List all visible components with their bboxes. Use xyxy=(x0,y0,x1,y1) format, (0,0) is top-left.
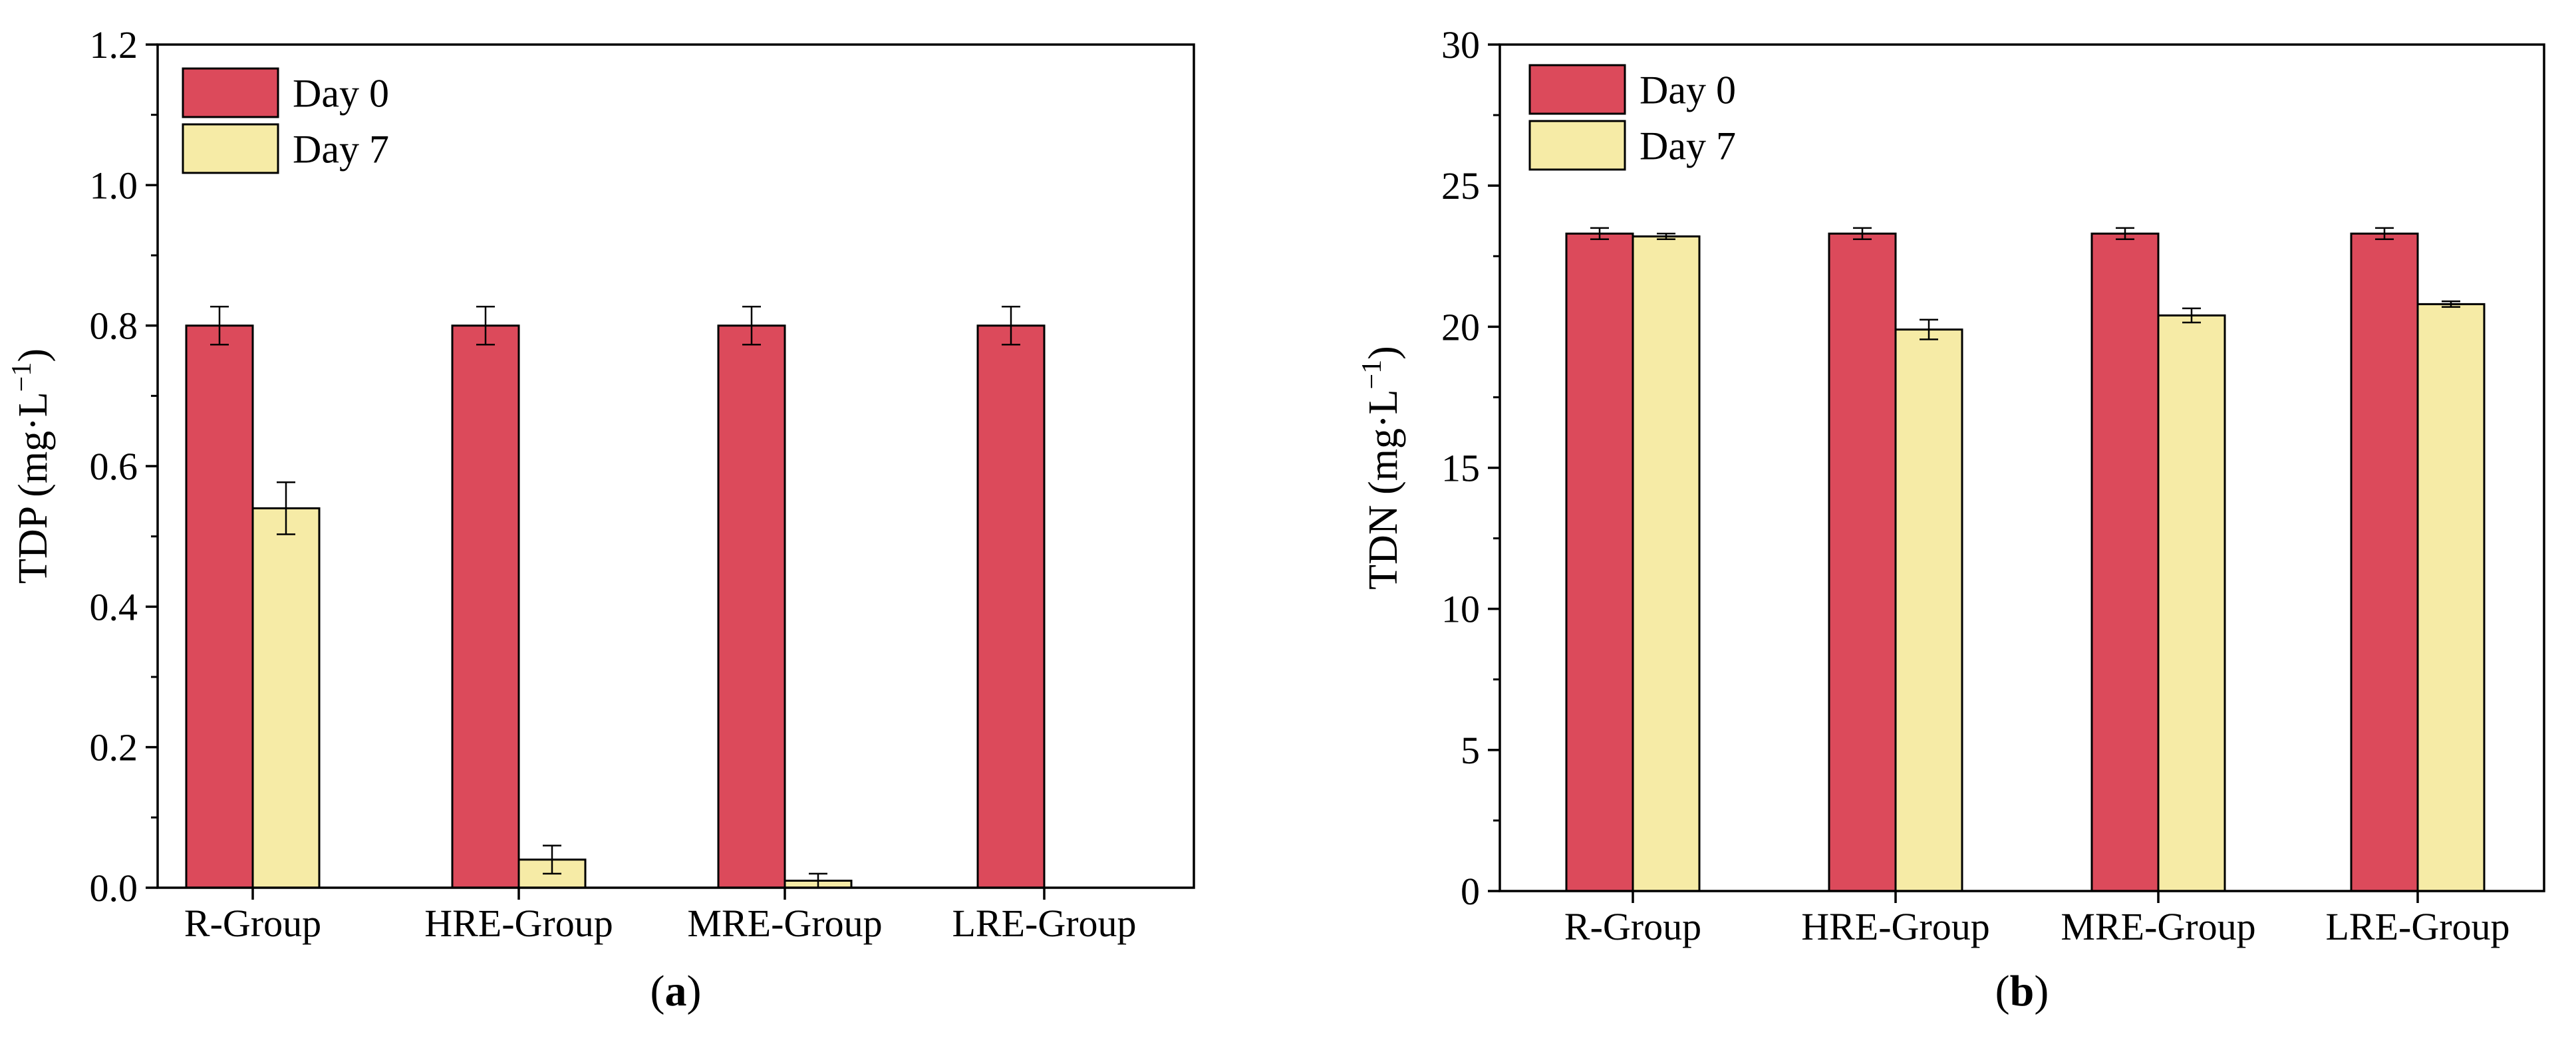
error-bar-day-7-lre-group xyxy=(2442,300,2460,308)
y-tick-label: 0.4 xyxy=(90,585,138,628)
y-tick-label: 10 xyxy=(1441,588,1480,631)
error-bar-day-0-hre-group xyxy=(1853,227,1872,241)
y-tick-label: 0.8 xyxy=(90,305,138,348)
y-tick-label: 30 xyxy=(1441,23,1480,66)
x-tick-label-lre-group: LRE-Group xyxy=(2325,905,2509,948)
y-tick-label: 0.6 xyxy=(90,445,138,488)
bar-day-7-hre-group xyxy=(1894,328,1963,892)
y-tick-label: 0.2 xyxy=(90,726,138,769)
chart-panel-b: 0 5 10 15 20 25 30 R-Group HRE-Group MRE-Group LRE… xyxy=(1357,23,2545,1015)
y-tick-label: 1.0 xyxy=(90,164,138,207)
error-bar-day-7-r-group xyxy=(1657,233,1675,241)
error-bar-day-0-hre-group xyxy=(476,305,495,346)
error-bar-day-7-r-group xyxy=(277,481,295,535)
bar-day-7-r-group xyxy=(251,507,321,889)
x-tick-label-hre-group: HRE-Group xyxy=(424,902,613,945)
y-axis-label: TDN (mg·L−1) xyxy=(1357,346,1406,590)
error-bar-day-0-r-group xyxy=(210,305,229,346)
y-tick-label: 25 xyxy=(1441,164,1480,207)
chart-panel-a: 0.0 0.2 0.4 0.6 0.8 1.0 1.2 R-Group HRE-Group MRE… xyxy=(7,23,1195,1015)
legend-swatch-day-0 xyxy=(1528,64,1626,115)
y-tick-label: 20 xyxy=(1441,305,1480,348)
error-bar-day-0-lre-group xyxy=(2375,227,2394,241)
y-tick-label: 1.2 xyxy=(90,23,138,66)
x-tick-label-hre-group: HRE-Group xyxy=(1801,905,1990,948)
error-bar-day-0-mre-group xyxy=(2116,227,2134,241)
bar-day-0-mre-group xyxy=(717,324,786,889)
bar-day-0-hre-group xyxy=(1828,232,1897,892)
bar-day-7-r-group xyxy=(1632,235,1701,892)
legend-label-day-0: Day 0 xyxy=(1640,68,1736,112)
bar-day-0-lre-group xyxy=(2350,232,2419,892)
bar-day-0-hre-group xyxy=(451,324,520,889)
error-bar-day-7-hre-group xyxy=(543,844,561,875)
legend-swatch-day-7 xyxy=(1528,120,1626,171)
x-tick-label-r-group: R-Group xyxy=(184,902,321,945)
y-tick-label: 0 xyxy=(1461,870,1480,913)
x-tick-label-r-group: R-Group xyxy=(1564,905,1701,948)
legend: Day 0 Day 7 xyxy=(182,67,389,174)
error-bar-day-0-r-group xyxy=(1590,227,1609,241)
y-axis-label: TDP (mg·L−1) xyxy=(7,348,56,584)
legend-label-day-7: Day 7 xyxy=(1640,124,1736,168)
legend-label-day-7: Day 7 xyxy=(293,128,389,172)
bar-day-7-lre-group xyxy=(2416,303,2486,892)
y-tick-label: 5 xyxy=(1461,729,1480,772)
y-tick-label: 15 xyxy=(1441,447,1480,490)
legend-label-day-0: Day 0 xyxy=(293,72,389,116)
error-bar-day-0-mre-group xyxy=(742,305,761,346)
bar-day-0-mre-group xyxy=(2090,232,2160,892)
legend: Day 0 Day 7 xyxy=(1528,64,1736,171)
error-bar-day-7-mre-group xyxy=(2182,307,2201,324)
legend-swatch-day-0 xyxy=(182,67,279,118)
bar-day-7-mre-group xyxy=(2157,314,2226,892)
error-bar-day-0-lre-group xyxy=(1002,305,1020,346)
x-tick-label-lre-group: LRE-Group xyxy=(952,902,1136,945)
legend-swatch-day-7 xyxy=(182,123,279,174)
x-tick-label-mre-group: MRE-Group xyxy=(687,902,882,945)
y-tick-label: 0.0 xyxy=(90,866,138,910)
error-bar-day-7-hre-group xyxy=(1920,319,1938,340)
bar-day-0-lre-group xyxy=(976,324,1046,889)
panel-label: (b) xyxy=(1995,967,2049,1015)
x-tick-label-mre-group: MRE-Group xyxy=(2061,905,2255,948)
bar-day-0-r-group xyxy=(1565,232,1634,892)
panel-label: (a) xyxy=(650,967,702,1015)
bar-day-0-r-group xyxy=(185,324,254,889)
